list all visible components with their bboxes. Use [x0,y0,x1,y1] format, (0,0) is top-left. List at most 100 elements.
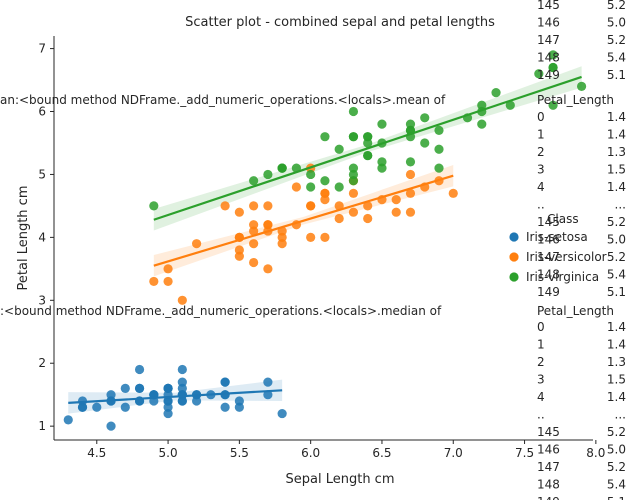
column-header-median: Petal_Length [537,304,614,318]
data-point [420,113,430,123]
x-tick-label: 7.5 [515,446,534,460]
data-point [548,62,558,73]
data-point [576,81,587,91]
df-index: 147 [537,33,560,47]
data-point [405,157,416,167]
data-point [348,176,359,186]
df-index: 145 [537,215,560,229]
y-ticks: 1 2 3 4 5 6 7 [38,42,54,433]
df-index: 1 [537,338,545,352]
y-tick-label: 5 [38,167,46,181]
data-point [505,100,515,110]
df-value: 5.2 [607,0,626,12]
df-index: .. [537,198,545,212]
data-point [163,396,173,406]
data-point [106,421,116,431]
data-point [548,100,558,110]
data-point [163,408,173,419]
data-point [448,188,458,198]
legend-label: Iris-virginica [526,270,599,284]
y-tick-label: 4 [38,230,46,244]
df-index: 149 [537,285,560,299]
data-point [177,364,187,375]
df-index: 146 [537,16,560,30]
df-index: 149 [537,495,560,500]
df-index: 0 [537,110,545,124]
df-value: 1.3 [607,145,626,159]
y-tick-label: 1 [38,419,46,433]
data-point [405,119,416,129]
df-value: 1.3 [607,355,626,369]
data-point [334,182,344,192]
df-index: 148 [537,51,560,65]
data-point [348,188,359,198]
df-value: 5.2 [607,460,626,474]
df-index: 3 [537,163,545,177]
data-point [320,232,330,242]
data-point [548,50,558,60]
legend-marker [509,272,519,282]
y-axis-label: Petal Length cm [16,186,31,291]
data-point [134,383,145,393]
df-value: 5.1 [607,495,626,500]
df-value: 1.4 [607,180,626,194]
data-point [405,169,416,180]
data-point [177,377,187,387]
x-tick-label: 4.5 [87,446,106,460]
data-point [234,251,244,261]
df-index: 147 [537,250,560,264]
data-point [348,169,359,180]
data-point [348,106,359,117]
x-tick-label: 6.0 [301,446,320,460]
data-point [348,207,359,217]
df-value: 5.2 [607,33,626,47]
fit-line-2 [153,75,582,221]
df-value: 5.0 [607,16,626,30]
legend-marker [509,252,519,262]
fit-line-0 [68,389,283,404]
df-value: 1.4 [607,128,626,142]
data-point [120,383,130,393]
fit-line-1 [153,174,454,267]
x-axis-label: Sepal Length cm [286,472,395,487]
data-point [249,220,259,230]
data-point [320,195,330,205]
data-point [363,150,373,161]
df-value: ... [615,198,626,212]
data-point [149,201,159,211]
df-value: 5.2 [607,250,626,264]
dataframe-overlay-text: an:<bound method NDFrame._add_numeric_op… [0,0,626,500]
data-point [92,402,102,412]
df-value: 5.0 [607,443,626,457]
scatter-points [63,50,587,431]
data-point [63,415,73,425]
df-value: ... [615,408,626,422]
data-point [106,390,116,400]
data-point [306,201,316,211]
x-ticks: 4.5 5.0 5.5 6.0 6.5 7.0 7.5 8.0 [87,440,605,460]
df-index: 146 [537,443,560,457]
df-index: 145 [537,425,560,439]
data-point [434,125,444,135]
data-point [320,188,330,198]
data-point [405,188,416,198]
df-index: 148 [537,268,560,282]
data-point [77,402,88,412]
dataframe-block-top: 145 5.2 146 5.0 147 5.2 148 5.4 149 5.1 [537,0,626,82]
data-point [334,213,344,224]
y-tick-label: 2 [38,356,46,370]
data-point [306,232,316,242]
fit-lines [68,75,582,404]
dataframe-block-mean: 0 1.4 1 1.4 2 1.3 3 1.5 4 1.4.. ... 145 5.2 146 5.0 147… [537,110,626,299]
data-point [220,377,230,387]
df-value: 1.4 [607,390,626,404]
data-point [477,119,487,129]
data-point [263,201,273,211]
df-value: 1.4 [607,320,626,334]
x-tick-label: 6.5 [372,446,391,460]
data-point [277,163,287,173]
df-value: 5.2 [607,425,626,439]
df-index: 2 [537,355,545,369]
data-point [291,182,302,192]
data-point [234,245,244,255]
